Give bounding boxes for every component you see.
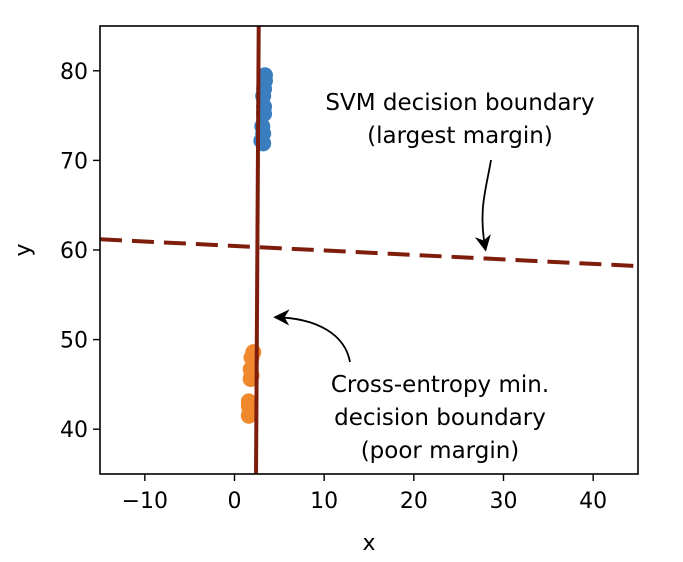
annotation-text-line: decision boundary [334, 405, 546, 431]
x-tick-label: 20 [400, 489, 428, 514]
x-axis-label: x [362, 531, 375, 556]
annotation-text-line: SVM decision boundary [325, 90, 594, 116]
x-tick-label: 30 [490, 489, 518, 514]
y-axis-label: y [11, 243, 36, 256]
y-tick-label: 70 [60, 149, 88, 174]
x-tick-label: 0 [228, 489, 242, 514]
x-axis: −10 0 10 20 30 40 [122, 474, 607, 514]
annotation-text-line: (poor margin) [361, 438, 520, 464]
y-tick-label: 80 [60, 60, 88, 85]
data-point [240, 407, 257, 424]
x-tick-label: −10 [122, 489, 168, 514]
annotation-text-line: Cross-entropy min. [331, 372, 549, 398]
y-axis: 40 50 60 70 80 [60, 60, 100, 443]
x-tick-label: 40 [579, 489, 607, 514]
y-tick-label: 60 [60, 239, 88, 264]
svm-boundary-line [100, 237, 638, 269]
y-tick-label: 40 [60, 418, 88, 443]
plot-area [100, 26, 638, 474]
annotation-text-line: (largest margin) [367, 123, 553, 149]
cross-entropy-boundary-line [254, 26, 261, 474]
annotation-arrow [273, 309, 351, 363]
annotation-arrow [474, 159, 492, 252]
x-tick-label: 10 [310, 489, 338, 514]
y-tick-label: 50 [60, 329, 88, 354]
annotations: SVM decision boundary (largest margin) Cro… [273, 90, 595, 464]
